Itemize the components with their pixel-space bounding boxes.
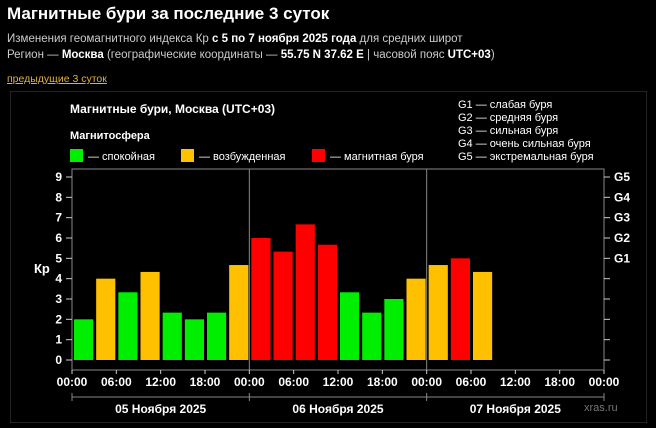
kp-chart-svg: Магнитные бури, Москва (UTC+03) Магнитос… [9, 90, 648, 424]
y-tick-label-1: 1 [55, 333, 62, 347]
previous-3-days-link[interactable]: предыдущие 3 суток [7, 73, 107, 85]
legend-title: Магнитосфера [70, 130, 151, 142]
kp-bar-1 [96, 278, 116, 360]
storm-level-G1: G1 [614, 251, 630, 265]
kp-bar-7 [229, 265, 249, 360]
storm-scale-4: G4 — очень сильная буря [458, 138, 591, 150]
coords-value: 55.75 N 37.62 E [280, 49, 364, 61]
kp-bar-0 [74, 319, 94, 360]
description-prefix: Изменения геомагнитного индекса Кр [7, 33, 213, 45]
x-tick-label-7: 18:00 [367, 375, 398, 389]
x-tick-label-10: 12:00 [500, 375, 531, 389]
y-tick-label-9: 9 [55, 170, 62, 184]
kp-bar-12 [340, 292, 360, 360]
bars [74, 224, 493, 360]
x-tick-label-8: 00:00 [411, 375, 442, 389]
x-tick-label-9: 06:00 [456, 375, 487, 389]
kp-bar-10 [295, 224, 315, 360]
kp-bar-18 [473, 271, 493, 360]
grid [248, 169, 428, 370]
axes: 0 1 2 3 4 5 6 7 8 9 G1 G2 G3 G4 G5 00:00 06:00 12:00 18:00… [55, 168, 630, 416]
x-tick-label-6: 12:00 [323, 375, 354, 389]
watermark: xras.ru [584, 402, 618, 414]
y-tick-label-6: 6 [55, 231, 62, 245]
legend: — спокойная — возбужденная — магнитная бур… [70, 149, 424, 163]
day-label-1: 06 Ноября 2025 [292, 402, 383, 416]
legend-label-2: — магнитная буря [330, 151, 424, 163]
day-label-2: 07 Ноября 2025 [470, 402, 561, 416]
x-tick-label-5: 06:00 [278, 375, 309, 389]
x-tick-label-12: 00:00 [589, 375, 620, 389]
storm-scale-1: G1 — слабая буря [458, 99, 552, 111]
x-tick-label-2: 12:00 [145, 375, 176, 389]
kp-bar-3 [140, 271, 160, 360]
chart-title: Магнитные бури, Москва (UTC+03) [70, 102, 275, 116]
storm-scale-3: G3 — сильная буря [458, 125, 558, 137]
day-label-0: 05 Ноября 2025 [115, 402, 206, 416]
kp-bar-11 [317, 244, 337, 360]
y-tick-label-3: 3 [55, 292, 62, 306]
date-range: с 5 по 7 ноября 2025 года [212, 33, 357, 45]
x-tick-label-0: 00:00 [57, 375, 88, 389]
storm-level-G5: G5 [614, 170, 630, 184]
coords-label: (географические координаты — [103, 49, 281, 61]
region-close: ) [490, 49, 495, 61]
kp-bar-14 [384, 299, 404, 360]
legend-swatch-1 [181, 149, 194, 162]
y-tick-label-4: 4 [55, 272, 62, 286]
y-tick-label-2: 2 [55, 312, 62, 326]
timezone-label: | часовой пояс [363, 49, 448, 61]
storm-scale-5: G5 — экстремальная буря [458, 151, 594, 163]
kp-bar-17 [450, 258, 470, 360]
kp-bar-16 [428, 265, 448, 360]
y-tick-label-0: 0 [55, 353, 62, 367]
kp-bar-13 [362, 312, 382, 360]
kp-bar-6 [207, 312, 227, 360]
kp-bar-8 [251, 238, 271, 360]
timezone-value: UTC+03 [447, 49, 491, 61]
storm-level-G3: G3 [614, 211, 630, 225]
kp-bar-2 [118, 292, 138, 360]
page-title: Магнитные бури за последние 3 суток [7, 4, 330, 23]
x-tick-label-1: 06:00 [101, 375, 132, 389]
legend-swatch-2 [312, 149, 325, 162]
legend-label-0: — спокойная [88, 151, 155, 163]
description-suffix: для средних широт [356, 33, 463, 45]
y-axis-label: Кр [34, 261, 50, 276]
region-line: Регион — Москва (географические координа… [7, 49, 495, 61]
y-tick-label-7: 7 [55, 211, 62, 225]
legend-swatch-0 [70, 149, 83, 162]
x-tick-label-3: 18:00 [190, 375, 221, 389]
x-tick-label-4: 00:00 [234, 375, 265, 389]
storm-scale-2: G2 — средняя буря [458, 112, 558, 124]
kp-chart: Магнитные бури, Москва (UTC+03) Магнитос… [9, 90, 648, 424]
kp-bar-4 [162, 312, 182, 360]
y-tick-label-5: 5 [55, 251, 62, 265]
kp-bar-15 [406, 278, 426, 360]
storm-level-G2: G2 [614, 231, 630, 245]
storm-level-G4: G4 [614, 190, 630, 204]
x-tick-label-11: 18:00 [544, 375, 575, 389]
region-label: Регион — [7, 49, 62, 61]
y-tick-label-8: 8 [55, 190, 62, 204]
kp-bar-5 [184, 319, 204, 360]
region-name: Москва [61, 49, 104, 61]
legend-label-1: — возбужденная [199, 151, 286, 163]
kp-bar-9 [273, 251, 293, 360]
description-line: Изменения геомагнитного индекса Кр с 5 п… [7, 33, 463, 45]
